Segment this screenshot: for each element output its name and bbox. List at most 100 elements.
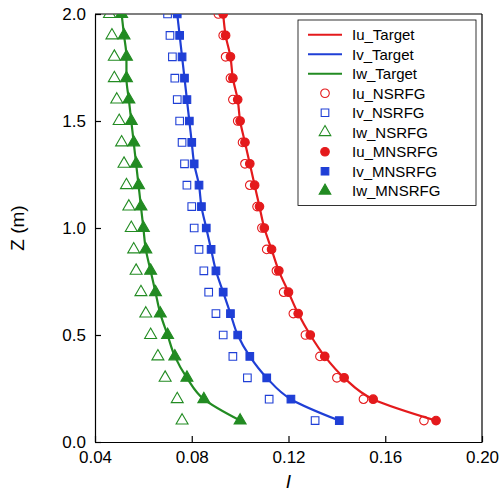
point	[125, 114, 137, 124]
point	[233, 95, 242, 104]
point	[108, 50, 120, 60]
point	[106, 28, 118, 38]
point	[200, 267, 208, 275]
point	[195, 181, 203, 189]
point	[123, 93, 135, 103]
point	[108, 71, 120, 81]
point	[116, 135, 128, 145]
plot-area: 0.040.080.120.160.200.00.51.01.52.0Iu_Ta…	[62, 5, 499, 467]
legend-swatch	[308, 34, 342, 36]
point	[120, 50, 132, 60]
legend-label: Iu_Target	[352, 26, 415, 43]
legend-label: Iu_MNSRFG	[352, 143, 438, 160]
tick-mark	[192, 436, 193, 442]
point	[178, 53, 186, 61]
point	[311, 417, 319, 425]
point	[181, 160, 189, 168]
y-axis: 0.00.51.01.52.0	[62, 5, 101, 452]
point	[207, 246, 215, 254]
tick: 1.0	[62, 219, 101, 238]
point	[432, 416, 441, 425]
point	[335, 417, 343, 425]
point	[420, 416, 429, 425]
point	[188, 139, 196, 147]
legend-swatch	[321, 147, 330, 156]
tick: 1.5	[62, 112, 101, 131]
point	[183, 181, 191, 189]
point	[113, 114, 125, 124]
point	[135, 285, 147, 295]
legend-item: Iu_NSRFG	[321, 85, 426, 102]
point	[255, 202, 264, 211]
point	[135, 200, 147, 210]
tick: 0.0	[62, 433, 101, 452]
point	[287, 395, 295, 403]
point	[294, 309, 303, 318]
point	[320, 352, 329, 361]
point	[173, 96, 181, 104]
point	[118, 28, 130, 38]
legend-item: Iw_NSRFG	[319, 124, 428, 141]
legend-box	[298, 20, 476, 206]
point	[166, 32, 174, 40]
tick-label: 1.0	[62, 219, 86, 238]
legend-swatch	[319, 184, 331, 194]
legend-label: Iv_NSRFG	[352, 104, 425, 121]
legend-swatch	[321, 167, 329, 175]
point	[340, 374, 349, 383]
point	[263, 374, 271, 382]
point	[202, 224, 210, 232]
tick-label: 0.08	[176, 448, 209, 467]
legend-item: Iw_Target	[308, 65, 418, 82]
point	[226, 53, 235, 62]
tick-mark	[288, 436, 289, 442]
point	[260, 224, 269, 233]
point	[241, 138, 250, 147]
point	[234, 414, 246, 424]
point	[159, 371, 171, 381]
point	[227, 310, 235, 318]
point	[195, 246, 203, 254]
point	[219, 288, 227, 296]
point	[359, 395, 368, 404]
point	[176, 414, 188, 424]
tick-mark	[95, 121, 101, 122]
point	[190, 160, 198, 168]
legend: Iu_Target Iv_Target Iw_Target Iu_NSRFG Iv_NS…	[298, 20, 476, 206]
point	[169, 53, 177, 61]
tick-label: 1.5	[62, 112, 86, 131]
point	[118, 157, 130, 167]
point	[205, 288, 213, 296]
point	[130, 157, 142, 167]
point	[234, 331, 242, 339]
axis-line	[96, 442, 483, 443]
tick: 0.12	[272, 436, 305, 467]
legend-swatch	[308, 53, 342, 55]
point	[212, 267, 220, 275]
legend-label: Iv_Target	[352, 46, 415, 63]
legend-label: Iw_Target	[352, 65, 418, 82]
tick-mark	[95, 335, 101, 336]
tick-label: 0.0	[62, 433, 86, 452]
point	[265, 395, 273, 403]
point	[128, 135, 140, 145]
point	[169, 349, 181, 359]
point	[369, 395, 378, 404]
point	[145, 264, 157, 274]
point	[120, 71, 132, 81]
point	[137, 221, 149, 231]
point	[116, 14, 128, 17]
point	[219, 14, 228, 18]
tick-mark	[385, 436, 386, 442]
point	[188, 203, 196, 211]
point	[306, 331, 315, 340]
legend-swatch	[319, 126, 331, 136]
point	[176, 117, 184, 125]
point	[130, 264, 142, 274]
point	[128, 242, 140, 252]
point	[149, 285, 161, 295]
point	[145, 328, 157, 338]
point	[246, 160, 255, 169]
frame	[95, 13, 482, 14]
point	[181, 371, 193, 381]
